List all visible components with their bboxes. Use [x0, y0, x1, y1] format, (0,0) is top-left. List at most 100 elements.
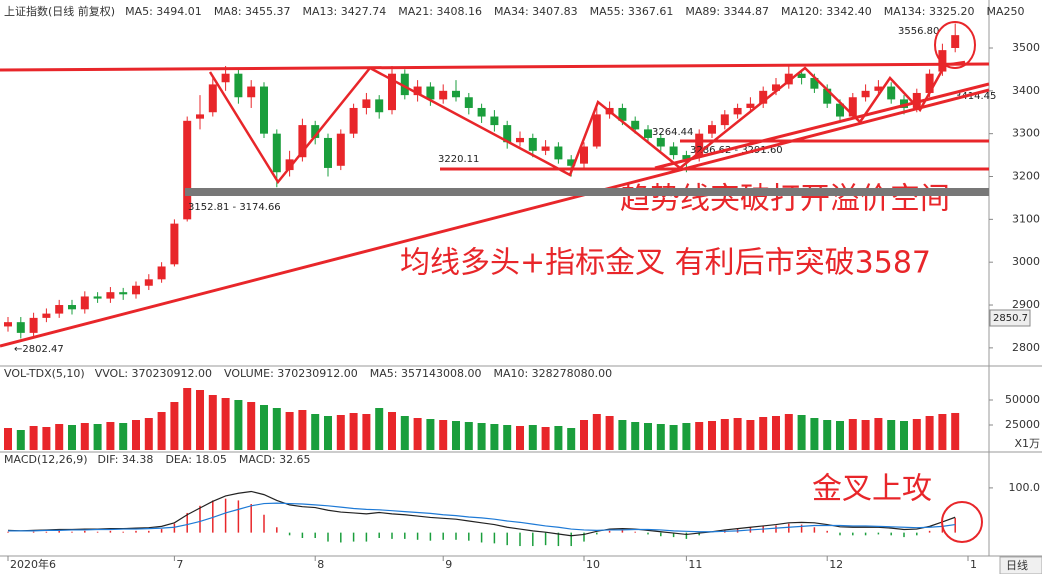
volume-bar [413, 418, 422, 450]
period-tab[interactable] [999, 556, 1042, 574]
volume-bar [132, 420, 140, 450]
volume-bar [426, 419, 435, 450]
indicator: MA120: 3342.40 [781, 5, 872, 18]
annotation: 2850.7 [993, 313, 1028, 324]
candle-body [4, 322, 12, 327]
candle-body [298, 125, 307, 158]
x-tick-label: 11 [688, 558, 702, 571]
volume-bar [80, 423, 89, 450]
volume-bar [874, 418, 883, 450]
candle-body [349, 107, 358, 134]
annotation: ←2802.47 [14, 344, 64, 355]
candle-body [132, 285, 140, 295]
indicator: DEA: 18.05 [165, 453, 226, 466]
volume-bar [144, 418, 153, 450]
candle-body [580, 146, 588, 164]
candle-body [68, 305, 76, 310]
volume-bar [157, 412, 166, 450]
indicator: MA21: 3408.16 [398, 5, 482, 18]
volume-bar [388, 412, 396, 450]
volume-bar [439, 420, 448, 450]
candle-body [644, 129, 652, 138]
volume-bar [119, 423, 128, 450]
candle-body [618, 107, 627, 121]
candle-body [836, 103, 844, 117]
volume-bar [644, 423, 652, 450]
indicator: MA5: 3494.01 [125, 5, 202, 18]
volume-bar [170, 402, 179, 450]
volume-bar [733, 418, 742, 450]
unit-label: X1万 [1014, 437, 1040, 450]
x-tick-label: 12 [829, 558, 843, 571]
volume-bar [16, 430, 25, 450]
candle-body [528, 137, 537, 151]
volume-bar [106, 422, 115, 450]
candle-body [452, 90, 460, 98]
volume-bar [208, 395, 217, 450]
candle-body [439, 90, 448, 100]
candle-body [426, 86, 435, 100]
volume-bar [490, 424, 499, 450]
volume-bar [772, 416, 780, 450]
y-tick-label: 50000 [1005, 393, 1040, 406]
volume-bar [580, 420, 588, 450]
y-tick-label: 100.0 [1009, 481, 1041, 494]
annotation: 3556.80 [898, 26, 939, 37]
volume-bar [503, 425, 512, 450]
candle-body [196, 114, 204, 119]
candle-body [208, 84, 217, 113]
candle-body [746, 103, 755, 108]
volume-bar [810, 418, 819, 450]
volume-bar [567, 428, 576, 450]
candle-body [720, 114, 729, 126]
panel-title: 上证指数(日线 前复权) [4, 4, 115, 18]
volume-bar [29, 426, 38, 450]
candle-body [951, 35, 960, 48]
volume-bar [464, 422, 473, 450]
candle-body [464, 97, 473, 108]
volume-bar [336, 415, 345, 450]
candle-body [797, 73, 806, 78]
candle-body [554, 146, 563, 160]
indicator: VOLUME: 370230912.00 [224, 367, 358, 380]
period[interactable]: 日线 [1006, 558, 1028, 572]
volume-bar [477, 423, 486, 450]
candle-body [413, 86, 422, 96]
price-box [989, 309, 1031, 327]
volume-bar [925, 416, 934, 450]
volume-bar [234, 400, 243, 450]
candle-body [874, 86, 883, 91]
volume-bar [823, 420, 832, 450]
volume-bar [912, 419, 921, 450]
annotation: 3286.62 - 3291.60 [690, 145, 783, 156]
candle-body [887, 86, 896, 100]
volume-bar [720, 419, 729, 450]
candle-body [55, 305, 64, 314]
candle-body [541, 146, 550, 151]
panel-title: MACD(12,26,9) [4, 453, 88, 466]
volume-bar [682, 423, 691, 450]
y-tick-label: 2800 [1012, 341, 1040, 354]
y-tick-label: 3100 [1012, 212, 1040, 225]
x-tick-label: 8 [317, 558, 324, 571]
x-tick-label: 9 [445, 558, 452, 571]
candle-body [362, 99, 371, 108]
volume-bar [708, 421, 716, 450]
x-tick-label: 10 [586, 558, 600, 571]
candle-body [861, 90, 870, 98]
candle-body [912, 92, 921, 108]
annotation: 3414.45 [955, 91, 996, 102]
indicator: MA89: 3344.87 [685, 5, 769, 18]
volume-bar [784, 414, 793, 450]
y-tick-label: 3200 [1012, 170, 1040, 183]
candle-body [272, 133, 281, 173]
volume-bar [554, 426, 563, 450]
candle-body [708, 125, 716, 134]
candle-body [324, 137, 332, 168]
y-tick-label: 3500 [1012, 41, 1040, 54]
candle-body [144, 279, 153, 286]
volume-bar [759, 417, 768, 450]
indicator: MA250 [986, 5, 1024, 18]
candle-body [925, 73, 934, 93]
